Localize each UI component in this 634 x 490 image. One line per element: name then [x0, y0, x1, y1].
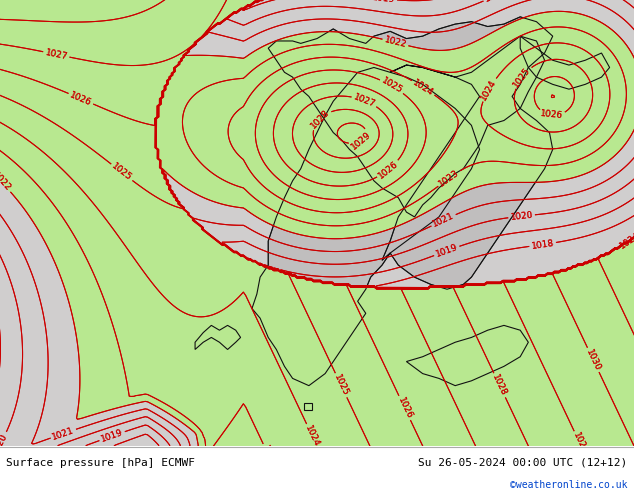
Polygon shape	[268, 17, 553, 217]
Text: 1026: 1026	[68, 90, 93, 107]
Text: 1026: 1026	[377, 159, 400, 180]
Text: 1023: 1023	[260, 444, 278, 468]
Text: 1019: 1019	[372, 0, 396, 4]
Text: 1029: 1029	[350, 130, 373, 151]
Text: 1024: 1024	[411, 77, 436, 98]
Text: 1028: 1028	[309, 107, 331, 130]
Text: 1020: 1020	[510, 210, 533, 222]
Text: 1022: 1022	[0, 171, 12, 194]
Polygon shape	[382, 36, 553, 289]
Text: 1030: 1030	[585, 347, 602, 372]
Polygon shape	[521, 36, 610, 89]
Text: 1028: 1028	[491, 373, 508, 397]
Text: Surface pressure [hPa] ECMWF: Surface pressure [hPa] ECMWF	[6, 458, 195, 467]
Text: 1024: 1024	[618, 230, 634, 250]
Text: 1025: 1025	[110, 162, 134, 183]
Text: 1019: 1019	[372, 0, 396, 4]
Text: 1018: 1018	[531, 239, 555, 251]
Polygon shape	[406, 325, 528, 386]
Text: 1024: 1024	[411, 77, 436, 98]
Text: 1031: 1031	[632, 337, 634, 361]
Text: 1021: 1021	[431, 211, 456, 229]
Text: 1027: 1027	[352, 92, 377, 109]
Text: 1029: 1029	[571, 431, 589, 456]
Text: 1019: 1019	[434, 243, 459, 259]
Text: 1025: 1025	[332, 373, 350, 397]
Text: 1019: 1019	[0, 382, 2, 407]
Text: 1027: 1027	[480, 462, 498, 486]
Text: 1025: 1025	[512, 65, 533, 89]
Text: 1025: 1025	[332, 373, 350, 397]
Text: 1025: 1025	[380, 76, 404, 96]
Text: 1020: 1020	[0, 432, 10, 456]
Text: 1020: 1020	[0, 432, 10, 456]
Text: 1021: 1021	[431, 211, 456, 229]
Text: Su 26-05-2024 00:00 UTC (12+12): Su 26-05-2024 00:00 UTC (12+12)	[418, 458, 628, 467]
Text: 1022: 1022	[0, 171, 12, 194]
Text: 1027: 1027	[44, 48, 68, 61]
Text: 1027: 1027	[44, 48, 68, 61]
Text: 1024: 1024	[618, 230, 634, 250]
Text: 1022: 1022	[384, 35, 408, 49]
Text: 1028: 1028	[491, 373, 508, 397]
Text: 1019: 1019	[100, 428, 124, 444]
Text: 1025: 1025	[512, 65, 533, 89]
Text: 1018: 1018	[145, 453, 162, 477]
Text: 1021: 1021	[1, 465, 22, 488]
Text: 1026: 1026	[396, 395, 413, 420]
Text: ©weatheronline.co.uk: ©weatheronline.co.uk	[510, 480, 628, 490]
Text: 1020: 1020	[61, 469, 82, 490]
Text: 1021: 1021	[1, 465, 22, 488]
Text: 1023: 1023	[437, 168, 461, 189]
Text: 1026: 1026	[377, 159, 400, 180]
Text: 1024: 1024	[479, 77, 498, 102]
Text: 1026: 1026	[396, 395, 413, 420]
Text: 1021: 1021	[51, 426, 75, 441]
Text: 1024: 1024	[304, 424, 321, 448]
Polygon shape	[252, 68, 479, 386]
Text: 1020: 1020	[484, 0, 508, 4]
Text: 1025: 1025	[110, 162, 134, 183]
Text: 1019: 1019	[434, 243, 459, 259]
Text: 1029: 1029	[350, 130, 373, 151]
Text: 1020: 1020	[61, 469, 82, 490]
Text: 1026: 1026	[540, 109, 564, 121]
Text: 1031: 1031	[632, 337, 634, 361]
Text: 1020: 1020	[510, 210, 533, 222]
Text: 1027: 1027	[480, 462, 498, 486]
Text: 1030: 1030	[585, 347, 602, 372]
Polygon shape	[304, 402, 312, 410]
Text: 1020: 1020	[484, 0, 508, 4]
Text: 1027: 1027	[352, 92, 377, 109]
Text: 1023: 1023	[260, 444, 278, 468]
Text: 1021: 1021	[51, 426, 75, 441]
Text: 1024: 1024	[479, 77, 498, 102]
Text: 1022: 1022	[384, 35, 408, 49]
Text: 1019: 1019	[0, 382, 2, 407]
Text: 1026: 1026	[540, 109, 564, 121]
Text: 1028: 1028	[309, 107, 331, 130]
Text: 1029: 1029	[571, 431, 589, 456]
Text: 1018: 1018	[531, 239, 555, 251]
Text: 1026: 1026	[68, 90, 93, 107]
Polygon shape	[195, 325, 240, 349]
Text: 1018: 1018	[145, 453, 162, 477]
Text: 1023: 1023	[437, 168, 461, 189]
Text: 1025: 1025	[380, 76, 404, 96]
Text: 1024: 1024	[304, 424, 321, 448]
Text: 1019: 1019	[100, 428, 124, 444]
